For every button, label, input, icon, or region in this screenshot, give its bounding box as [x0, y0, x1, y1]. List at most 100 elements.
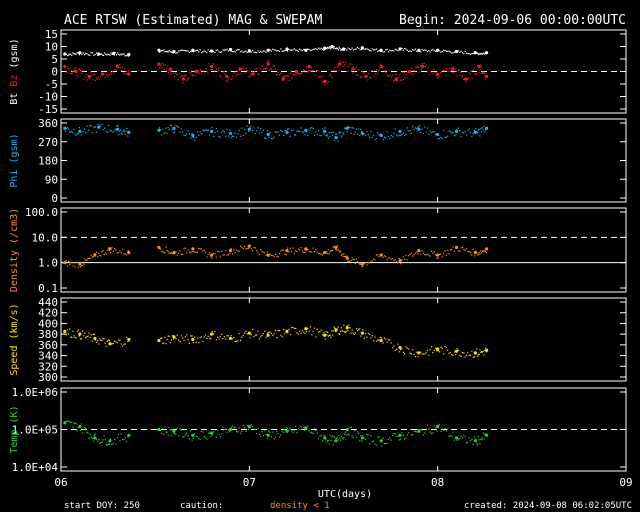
- temp-scatter-dot: [158, 429, 161, 431]
- temp-scatter-dot: [291, 430, 293, 432]
- mag-scatter-dot: [433, 49, 435, 52]
- phi-scatter-dot: [366, 130, 368, 133]
- mag-scatter-dot: [410, 50, 412, 53]
- mag-scatter-dot: [323, 80, 325, 82]
- mag-scatter-dot: [311, 49, 313, 51]
- speed-scatter-dot: [467, 352, 469, 354]
- temp-scatter-dot: [256, 432, 258, 435]
- mag-scatter-dot: [457, 50, 460, 52]
- mag-scatter-dot: [70, 72, 72, 74]
- phi-scatter-dot: [355, 128, 358, 130]
- mag-scatter-dot: [368, 72, 370, 75]
- speed-point: [379, 338, 383, 343]
- speed-scatter-dot: [385, 338, 387, 340]
- density-scatter-dot: [420, 253, 422, 255]
- mag-scatter-dot: [190, 50, 192, 53]
- speed-scatter-dot: [334, 327, 336, 329]
- temp-scatter-dot: [93, 434, 96, 436]
- temp-scatter-dot: [246, 424, 248, 427]
- speed-scatter-dot: [326, 334, 328, 336]
- mag-scatter-dot: [95, 77, 98, 79]
- phi-scatter-dot: [74, 133, 76, 135]
- temp-point: [127, 433, 131, 437]
- mag-scatter-dot: [162, 64, 165, 66]
- mag-scatter-dot: [455, 70, 457, 73]
- density-scatter-dot: [285, 253, 287, 256]
- density-scatter-dot: [341, 253, 343, 255]
- density-scatter-dot: [284, 253, 286, 256]
- mag-scatter-dot: [111, 73, 113, 75]
- temp-scatter-dot: [352, 437, 354, 439]
- phi-scatter-dot: [78, 126, 80, 129]
- density-scatter-dot: [405, 254, 407, 256]
- phi-scatter-dot: [334, 136, 336, 139]
- phi-scatter-dot: [175, 124, 177, 127]
- mag-scatter-dot: [202, 51, 204, 53]
- phi-scatter-dot: [467, 130, 469, 132]
- density-scatter-dot: [266, 251, 269, 253]
- speed-scatter-dot: [444, 345, 446, 347]
- density-scatter-dot: [274, 253, 277, 256]
- phi-scatter-dot: [183, 134, 185, 136]
- mag-point: [294, 69, 299, 74]
- temp-scatter-dot: [434, 427, 437, 429]
- density-scatter-dot: [381, 253, 383, 255]
- mag-scatter-dot: [319, 48, 321, 50]
- density-scatter-dot: [471, 254, 473, 256]
- speed-scatter-dot: [80, 338, 83, 340]
- temp-scatter-dot: [172, 432, 175, 434]
- speed-scatter-dot: [89, 336, 91, 339]
- mag-scatter-dot: [171, 52, 174, 54]
- density-scatter-dot: [406, 259, 408, 261]
- temp-scatter-dot: [373, 440, 375, 442]
- density-scatter-dot: [354, 262, 356, 265]
- speed-ytick-label: 420: [38, 307, 58, 320]
- speed-scatter-dot: [278, 329, 281, 332]
- speed-scatter-dot: [246, 333, 248, 335]
- mag-scatter-dot: [438, 75, 440, 77]
- temp-scatter-dot: [111, 443, 113, 446]
- mag-scatter-dot: [74, 53, 76, 55]
- temp-scatter-dot: [202, 431, 204, 433]
- density-scatter-dot: [347, 260, 349, 262]
- density-scatter-dot: [452, 246, 454, 248]
- density-scatter-dot: [114, 247, 116, 250]
- mag-scatter-dot: [348, 48, 351, 50]
- speed-scatter-dot: [459, 354, 461, 356]
- mag-scatter-dot: [122, 70, 124, 72]
- temp-scatter-dot: [404, 438, 406, 440]
- temp-scatter-dot: [444, 427, 446, 430]
- mag-scatter-dot: [235, 49, 238, 51]
- temp-scatter-dot: [215, 436, 217, 438]
- speed-scatter-dot: [90, 334, 92, 336]
- density-scatter-dot: [353, 258, 355, 261]
- density-scatter-dot: [398, 257, 400, 260]
- speed-scatter-dot: [320, 329, 322, 331]
- temp-scatter-dot: [230, 426, 232, 428]
- density-scatter-dot: [161, 251, 163, 253]
- density-scatter-dot: [80, 264, 83, 267]
- mag-scatter-dot: [398, 76, 400, 78]
- density-scatter-dot: [339, 251, 341, 253]
- mag-scatter-dot: [74, 66, 76, 68]
- mag-scatter-dot: [383, 65, 385, 68]
- mag-scatter-dot: [390, 76, 393, 78]
- phi-scatter-dot: [264, 137, 266, 139]
- ylabel-part: Bt: [9, 93, 20, 105]
- mag-scatter-dot: [301, 72, 303, 74]
- density-scatter-dot: [291, 250, 293, 253]
- density-scatter-dot: [164, 252, 166, 254]
- density-scatter-dot: [351, 257, 353, 259]
- mag-scatter-dot: [375, 48, 377, 50]
- mag-scatter-dot: [80, 71, 82, 73]
- created-time: created: 2024-09-08 06:02:05UTC: [464, 501, 632, 511]
- phi-scatter-dot: [418, 125, 421, 127]
- mag-scatter-dot: [415, 66, 417, 68]
- speed-scatter-dot: [227, 335, 230, 337]
- speed-scatter-dot: [425, 352, 427, 354]
- temp-scatter-dot: [120, 433, 122, 435]
- phi-scatter-dot: [76, 133, 78, 135]
- mag-scatter-dot: [115, 54, 118, 56]
- speed-ytick-label: 400: [38, 317, 58, 330]
- mag-scatter-dot: [242, 51, 244, 53]
